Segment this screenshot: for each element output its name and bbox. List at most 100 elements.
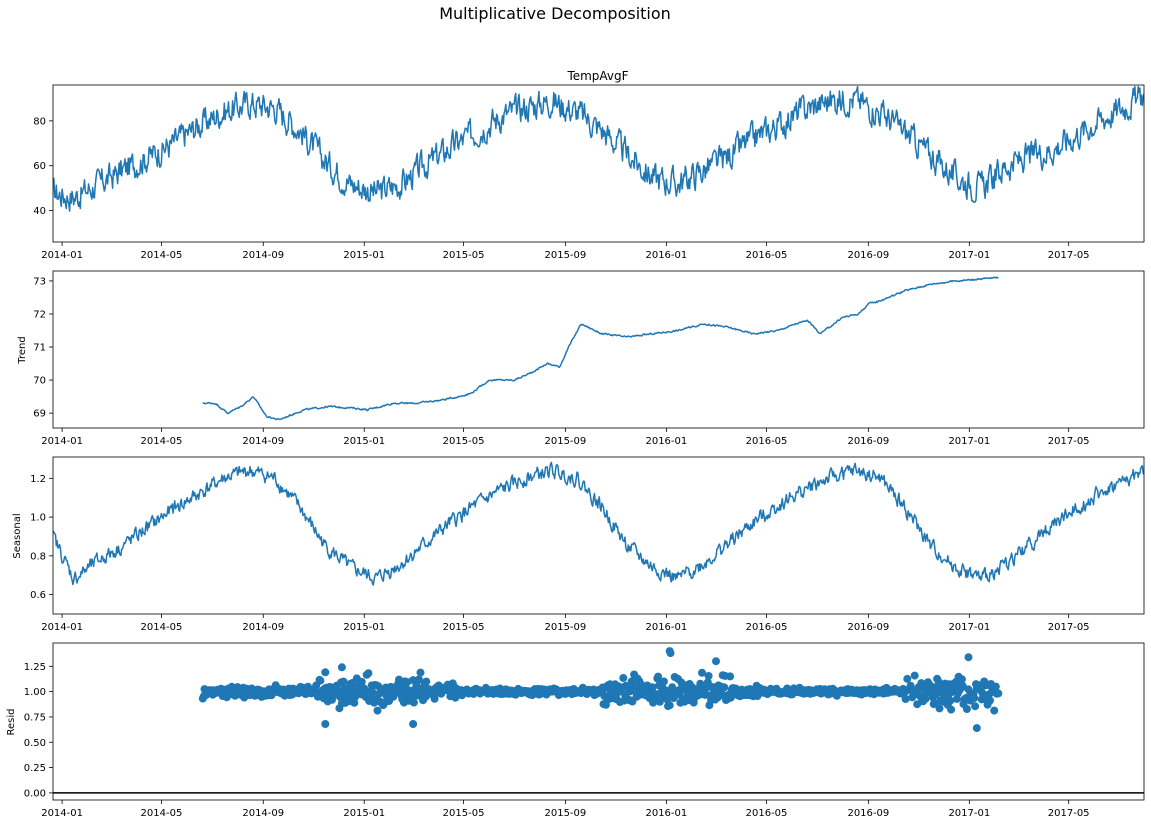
x-tick-label: 2015-05 bbox=[443, 622, 485, 633]
x-tick-label: 2016-09 bbox=[847, 808, 889, 819]
series-line bbox=[202, 276, 999, 421]
x-tick-label: 2017-01 bbox=[948, 622, 990, 633]
resid-point bbox=[368, 688, 377, 697]
resid-point bbox=[659, 677, 668, 686]
x-tick-label: 2016-01 bbox=[645, 622, 687, 633]
ylabel-resid: Resid bbox=[6, 709, 17, 736]
x-tick-label: 2015-09 bbox=[544, 436, 586, 447]
resid-point bbox=[698, 668, 706, 677]
y-tick-label: 69 bbox=[33, 409, 46, 420]
panel-title-observed: TempAvgF bbox=[566, 69, 628, 83]
resid-point bbox=[726, 672, 735, 681]
x-tick-label: 2017-01 bbox=[948, 436, 990, 447]
x-tick-label: 2016-05 bbox=[746, 250, 788, 261]
resid-point bbox=[373, 706, 382, 715]
resid-point bbox=[409, 720, 418, 728]
panel-seasonal: Seasonal 2014-01 2014-05 2014-09 2015-01 201… bbox=[12, 456, 1145, 633]
x-tick-label: 2015-05 bbox=[443, 436, 485, 447]
x-tick-label: 2016-05 bbox=[746, 808, 788, 819]
panel-trend: Trend 2014-01 2014-05 2014-09 2015-01 2015-0… bbox=[17, 270, 1145, 447]
x-tick-label: 2015-01 bbox=[343, 436, 385, 447]
x-tick-label: 2015-01 bbox=[343, 250, 385, 261]
x-tick-label: 2017-05 bbox=[1048, 436, 1090, 447]
y-tick-label: 0.6 bbox=[30, 590, 46, 601]
resid-point bbox=[665, 701, 674, 710]
resid-point bbox=[666, 649, 675, 658]
axes-frame bbox=[52, 84, 1145, 243]
x-tick-label: 2014-09 bbox=[242, 808, 284, 819]
x-tick-label: 2014-01 bbox=[41, 808, 83, 819]
x-tick-label: 2014-05 bbox=[141, 808, 183, 819]
plot-area bbox=[53, 461, 1144, 586]
x-tick-label: 2017-01 bbox=[948, 250, 990, 261]
x-tick-label: 2014-09 bbox=[242, 622, 284, 633]
x-tick-label: 2015-09 bbox=[544, 808, 586, 819]
resid-point bbox=[321, 720, 330, 728]
x-tick-label: 2016-01 bbox=[645, 250, 687, 261]
resid-point bbox=[946, 696, 955, 705]
resid-point bbox=[364, 669, 373, 678]
panel-resid: Resid 2014-01 2014-05 2014-09 2015-01 2015-0… bbox=[6, 642, 1145, 819]
y-tick-label: 0.25 bbox=[24, 763, 46, 774]
resid-point bbox=[350, 698, 359, 707]
x-tick-label: 2016-05 bbox=[746, 622, 788, 633]
resid-point bbox=[990, 706, 999, 715]
resid-point bbox=[970, 694, 979, 703]
y-tick-label: 71 bbox=[33, 343, 46, 354]
resid-point bbox=[704, 672, 713, 680]
resid-point bbox=[935, 704, 944, 713]
y-tick-label: 40 bbox=[33, 206, 46, 217]
x-tick-label: 2017-05 bbox=[1048, 250, 1090, 261]
resid-point bbox=[958, 681, 967, 690]
resid-point bbox=[321, 668, 330, 677]
resid-point bbox=[409, 698, 418, 707]
x-tick-label: 2017-05 bbox=[1048, 808, 1090, 819]
resid-point bbox=[947, 705, 956, 714]
x-tick-label: 2014-09 bbox=[242, 436, 284, 447]
x-tick-label: 2015-05 bbox=[443, 808, 485, 819]
resid-point bbox=[654, 672, 663, 681]
figure-title: Multiplicative Decomposition bbox=[439, 4, 671, 23]
plot-area bbox=[53, 647, 1144, 794]
y-tick-label: 1.2 bbox=[30, 474, 46, 485]
resid-point bbox=[972, 724, 981, 733]
y-tick-label: 0.50 bbox=[24, 738, 46, 749]
resid-point bbox=[720, 683, 729, 692]
resid-point bbox=[339, 677, 348, 686]
x-tick-label: 2015-09 bbox=[544, 250, 586, 261]
x-tick-label: 2014-01 bbox=[41, 436, 83, 447]
resid-point bbox=[422, 677, 431, 686]
x-tick-label: 2014-05 bbox=[141, 250, 183, 261]
resid-point bbox=[316, 676, 325, 685]
resid-point bbox=[994, 689, 1003, 698]
resid-point bbox=[901, 695, 910, 703]
resid-point bbox=[991, 682, 1000, 691]
resid-point bbox=[910, 671, 919, 680]
resid-point bbox=[964, 653, 973, 662]
ylabel-trend: Trend bbox=[17, 336, 28, 364]
x-tick-label: 2014-01 bbox=[41, 622, 83, 633]
resid-point bbox=[962, 705, 971, 713]
axes-frame bbox=[52, 642, 1145, 801]
y-tick-label: 1.0 bbox=[30, 513, 46, 524]
resid-point bbox=[712, 657, 720, 666]
resid-point bbox=[934, 677, 943, 686]
y-tick-label: 1.25 bbox=[24, 662, 46, 673]
x-tick-label: 2016-01 bbox=[645, 808, 687, 819]
y-tick-label: 0.00 bbox=[24, 788, 46, 799]
axes-frame bbox=[52, 270, 1145, 429]
x-tick-label: 2015-05 bbox=[443, 250, 485, 261]
y-tick-label: 73 bbox=[33, 276, 46, 287]
x-tick-label: 2016-09 bbox=[847, 436, 889, 447]
x-tick-label: 2014-09 bbox=[242, 250, 284, 261]
x-tick-label: 2015-09 bbox=[544, 622, 586, 633]
ylabel-seasonal: Seasonal bbox=[12, 513, 23, 558]
x-tick-label: 2015-01 bbox=[343, 808, 385, 819]
resid-point bbox=[986, 696, 994, 705]
panel-observed: TempAvgF 2014-01 2014-05 2014-09 2015-01 201… bbox=[33, 69, 1145, 261]
y-tick-label: 0.8 bbox=[30, 551, 46, 562]
resid-point bbox=[648, 683, 657, 692]
y-tick-label: 1.00 bbox=[24, 687, 46, 698]
y-tick-label: 80 bbox=[33, 116, 46, 127]
